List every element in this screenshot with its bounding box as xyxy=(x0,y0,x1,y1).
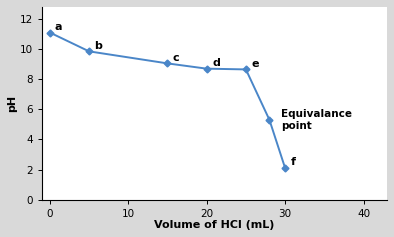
Text: b: b xyxy=(95,41,102,51)
Text: e: e xyxy=(251,59,259,69)
Text: d: d xyxy=(212,58,220,68)
Text: c: c xyxy=(173,53,180,63)
Text: f: f xyxy=(291,157,296,167)
Text: Equivalance
point: Equivalance point xyxy=(281,109,352,131)
Text: a: a xyxy=(54,22,62,32)
X-axis label: Volume of HCl (mL): Volume of HCl (mL) xyxy=(154,220,275,230)
Y-axis label: pH: pH xyxy=(7,95,17,112)
